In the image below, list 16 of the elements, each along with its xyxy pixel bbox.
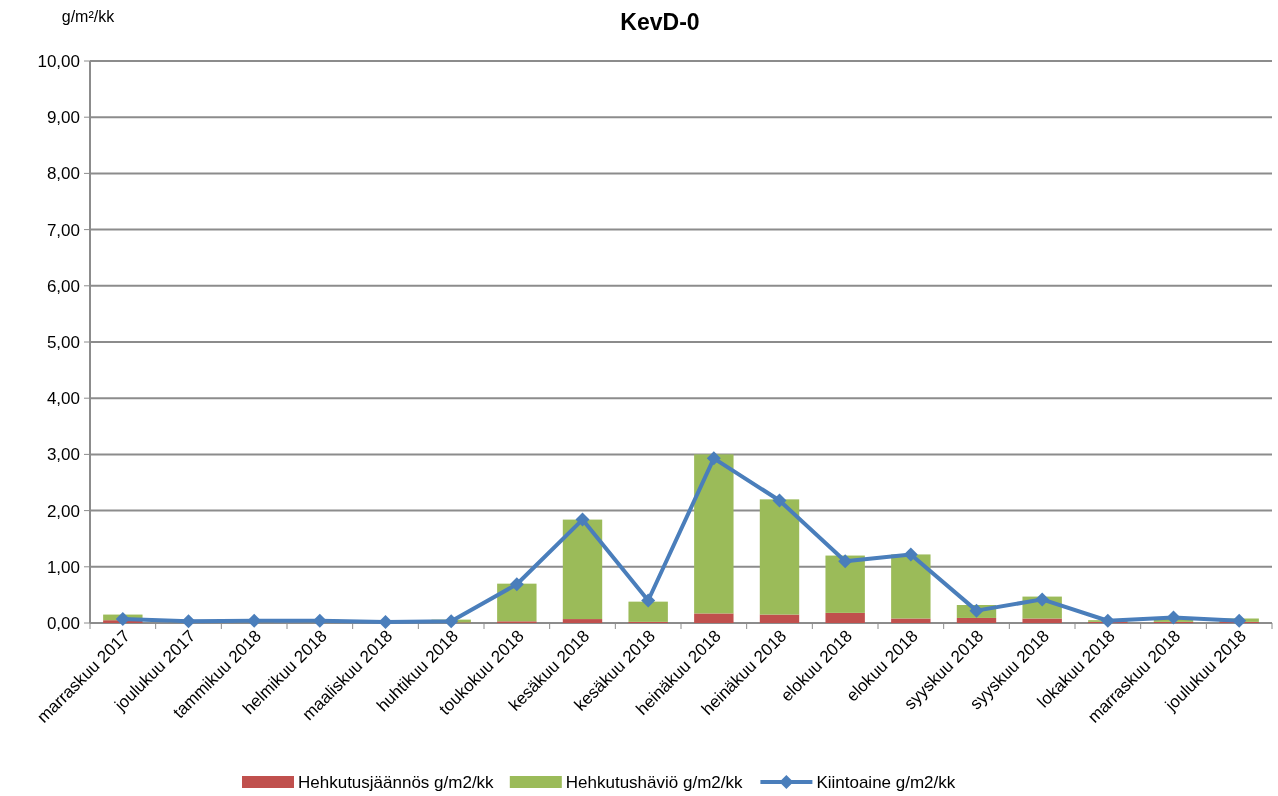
y-tick-label: 7,00 — [46, 220, 80, 240]
y-tick-label: 8,00 — [46, 164, 80, 184]
y-tick-label: 1,00 — [46, 557, 80, 577]
legend-label: Hehkutushäviö g/m2/kk — [565, 773, 743, 792]
y-tick-label: 10,00 — [37, 52, 80, 71]
y-tick-label: 2,00 — [46, 501, 80, 521]
legend-label: Hehkutusjäännös g/m2/kk — [298, 773, 495, 792]
y-axis-title: g/m²/kk — [61, 8, 116, 25]
y-tick-label: 9,00 — [46, 108, 80, 128]
y-tick-label: 3,00 — [46, 445, 80, 465]
y-tick-label: 4,00 — [46, 389, 80, 409]
legend-label: Kiintoaine g/m2/kk — [816, 773, 956, 792]
y-tick-label: 0,00 — [46, 614, 80, 633]
chart-title: KevD-0 — [620, 9, 700, 35]
y-tick-label: 6,00 — [46, 276, 80, 296]
y-tick-label: 5,00 — [46, 333, 80, 352]
